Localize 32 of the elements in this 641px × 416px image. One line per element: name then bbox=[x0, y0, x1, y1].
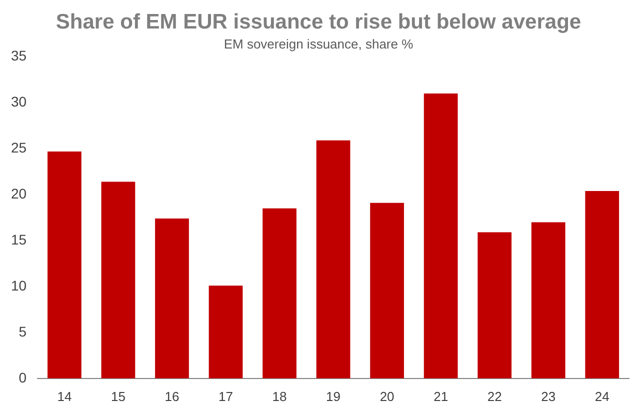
bar bbox=[208, 286, 243, 378]
y-tick-label: 20 bbox=[10, 185, 27, 202]
bar bbox=[531, 222, 566, 378]
bar bbox=[424, 94, 458, 378]
x-tick-label: 21 bbox=[434, 388, 448, 404]
bar bbox=[262, 208, 296, 378]
chart-title: Share of EM EUR issuance to rise but below average bbox=[56, 10, 582, 34]
x-tick-label: 24 bbox=[594, 388, 610, 404]
y-tick-label: 10 bbox=[10, 277, 27, 294]
bar bbox=[155, 218, 189, 378]
x-tick-label: 17 bbox=[218, 388, 233, 404]
y-tick-label: 5 bbox=[18, 323, 27, 340]
y-tick-label: 30 bbox=[10, 94, 27, 110]
bar bbox=[585, 190, 620, 378]
y-tick-label: 0 bbox=[18, 369, 27, 386]
y-tick-label: 25 bbox=[10, 140, 27, 156]
x-tick-label: 19 bbox=[326, 388, 341, 404]
x-tick-label: 15 bbox=[110, 388, 126, 404]
y-tick-label: 35 bbox=[10, 48, 27, 64]
bar bbox=[478, 232, 512, 378]
bar bbox=[48, 151, 82, 378]
chart-subtitle: EM sovereign issuance, share % bbox=[224, 36, 414, 52]
x-tick-label: 22 bbox=[487, 388, 502, 404]
x-tick-label: 18 bbox=[272, 388, 287, 404]
bar bbox=[316, 140, 350, 378]
y-tick-label: 15 bbox=[10, 231, 27, 248]
bar bbox=[370, 202, 404, 378]
x-tick-label: 16 bbox=[164, 388, 180, 404]
x-tick-label: 23 bbox=[541, 388, 556, 404]
x-tick-label: 14 bbox=[57, 388, 72, 404]
x-tick-label: 20 bbox=[380, 388, 394, 404]
bar bbox=[101, 182, 136, 378]
